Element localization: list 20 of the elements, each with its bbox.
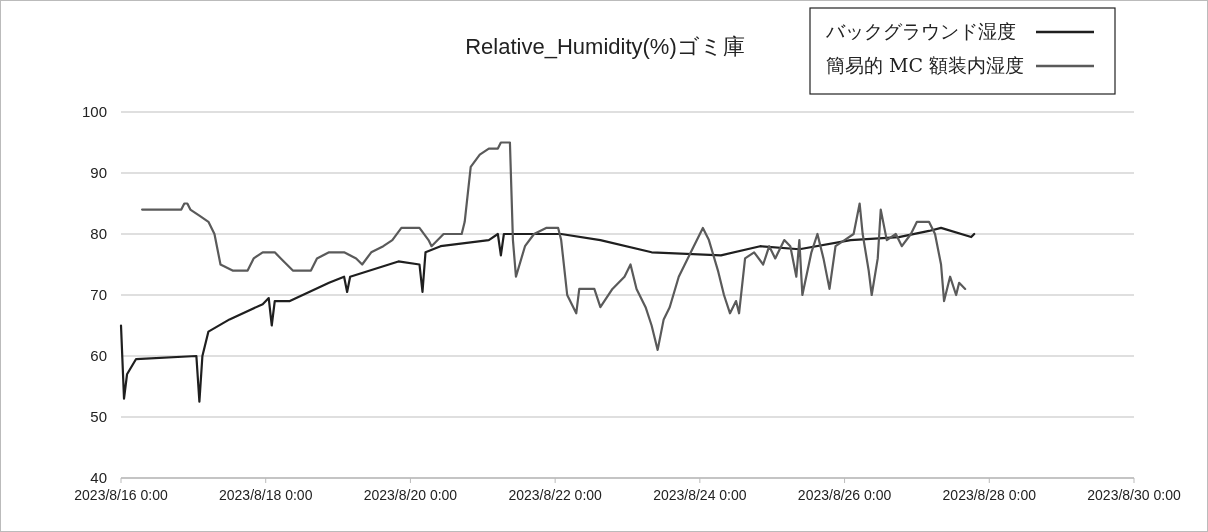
- y-tick-label: 80: [90, 225, 107, 243]
- chart-title: Relative_Humidity(%)ゴミ庫: [465, 34, 745, 59]
- y-tick-label: 100: [81, 103, 107, 121]
- x-tick-label: 2023/8/22 0:00: [508, 487, 603, 503]
- y-tick-label: 90: [90, 164, 107, 182]
- y-tick-label: 60: [90, 347, 107, 365]
- line-series: [141, 141, 967, 351]
- y-tick-label: 40: [90, 469, 107, 487]
- x-tick-label: 2023/8/18 0:00: [219, 487, 313, 503]
- legend-label: 簡易的 MC 額装内湿度: [826, 54, 1025, 76]
- y-tick-label: 70: [90, 286, 107, 304]
- x-tick-label: 2023/8/26 0:00: [797, 487, 892, 503]
- x-tick-label: 2023/8/28 0:00: [942, 487, 1037, 503]
- x-tick-label: 2023/8/24 0:00: [653, 487, 747, 503]
- legend-label: バックグラウンド湿度: [825, 20, 1016, 42]
- x-tick-label: 2023/8/20 0:00: [363, 487, 458, 503]
- x-tick-label: 2023/8/30 0:00: [1087, 487, 1181, 503]
- line-series: [119, 226, 976, 403]
- y-tick-label: 50: [90, 408, 107, 426]
- x-tick-label: 2023/8/16 0:00: [74, 487, 168, 503]
